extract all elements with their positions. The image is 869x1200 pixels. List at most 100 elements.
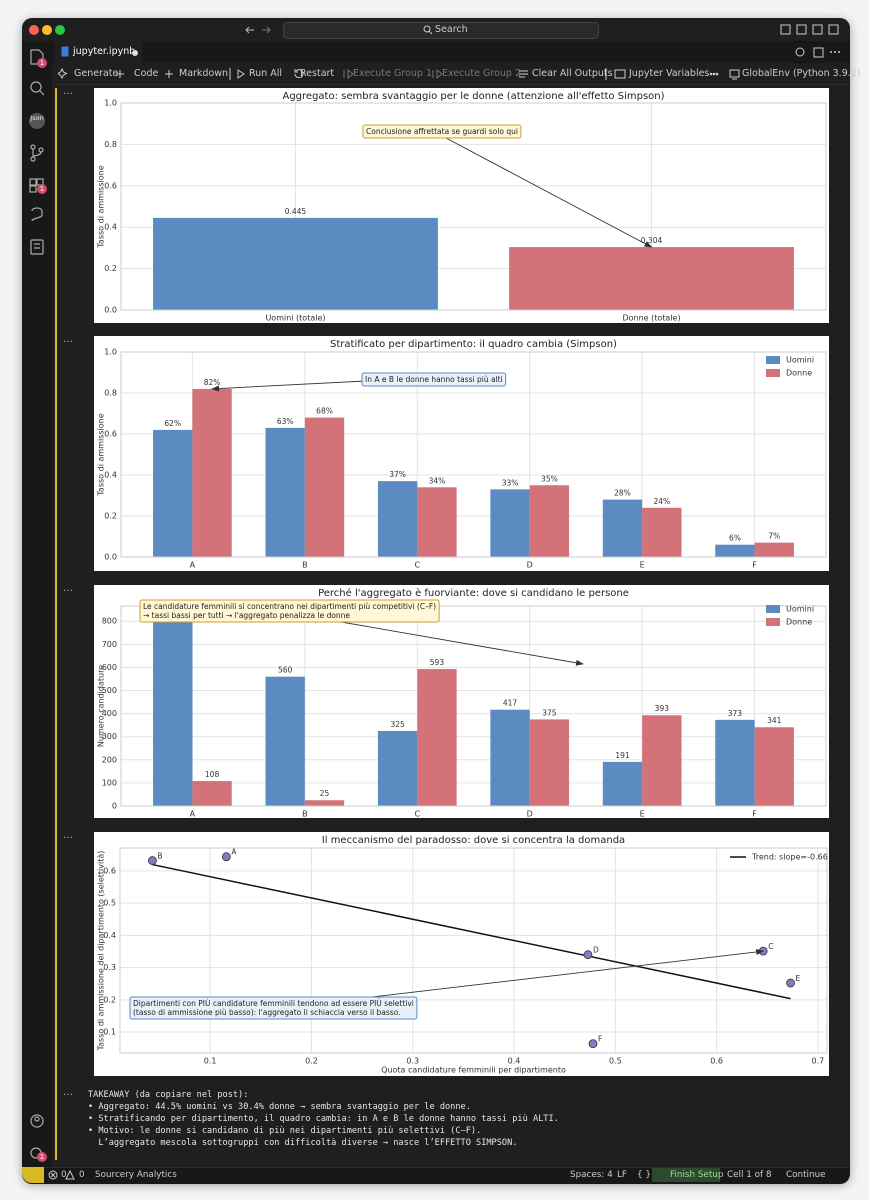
cell-marker[interactable]: … bbox=[63, 583, 73, 594]
value-label: 33% bbox=[502, 478, 519, 487]
status-item[interactable]: Finish Setup bbox=[670, 1170, 724, 1180]
point-label: E bbox=[796, 974, 801, 983]
point-label: C bbox=[768, 942, 773, 951]
layout-controls[interactable] bbox=[780, 24, 842, 36]
chart: 0.0 0.2 0.4 0.6 0.8 1.0 A B C D E F 62% 63% 37% 33% 28% 6… bbox=[94, 336, 829, 571]
bar bbox=[304, 417, 345, 557]
cell-focus-bar bbox=[55, 88, 57, 1160]
trend-line bbox=[152, 863, 791, 1000]
y-tick-label: 600 bbox=[102, 663, 117, 672]
value-label: 0.445 bbox=[285, 207, 307, 216]
bar bbox=[417, 487, 457, 557]
nav-arrows[interactable] bbox=[244, 24, 276, 36]
legend-swatch bbox=[766, 369, 780, 377]
x-tick-label: F bbox=[752, 561, 757, 570]
minimize-button[interactable] bbox=[42, 25, 52, 35]
y-tick-label: 500 bbox=[102, 686, 117, 695]
annotation-box bbox=[362, 124, 522, 139]
toolbar-button[interactable]: Execute Group 2 bbox=[442, 68, 521, 79]
toolbar-button[interactable]: Run All bbox=[249, 68, 283, 79]
annotation-text: Le candidature femminili si concentrano … bbox=[143, 602, 436, 611]
annotation-text: Conclusione affrettata se guardi solo qu… bbox=[366, 127, 518, 136]
point-label: F bbox=[598, 1035, 602, 1044]
toolbar-button[interactable]: Execute Group 1 bbox=[353, 68, 432, 79]
output-line: • Motivo: le donne si candidano di più n… bbox=[88, 1126, 482, 1136]
annotation-text: In A e B le donne hanno tassi più alti bbox=[365, 375, 503, 384]
bar bbox=[153, 615, 193, 806]
scatter-point bbox=[786, 978, 795, 988]
zoom-button[interactable] bbox=[55, 25, 65, 35]
toolbar-button[interactable]: Restart bbox=[300, 68, 335, 79]
value-label: 37% bbox=[389, 470, 406, 479]
value-label: 63% bbox=[277, 417, 294, 426]
annotation-arrow bbox=[211, 380, 366, 392]
status-item[interactable]: { } bbox=[637, 1170, 651, 1180]
y-axis-label: Tasso di ammissione bbox=[97, 165, 106, 248]
bar bbox=[642, 507, 682, 557]
x-tick-label: 0.2 bbox=[305, 1057, 318, 1066]
x-tick-label: Donne (totale) bbox=[622, 314, 680, 323]
problem-icons bbox=[48, 1170, 75, 1180]
y-tick-label: 400 bbox=[102, 709, 117, 718]
toolbar-button[interactable]: Clear All Outputs bbox=[532, 68, 613, 79]
cell-marker[interactable]: … bbox=[63, 86, 73, 97]
bar bbox=[754, 542, 794, 557]
search-box[interactable] bbox=[283, 22, 599, 39]
warning-count[interactable]: 0 bbox=[79, 1170, 85, 1180]
finish-setup-bg bbox=[652, 1168, 720, 1182]
legend-label: Donne bbox=[786, 618, 812, 627]
x-tick-label: D bbox=[527, 561, 533, 570]
cell-marker[interactable]: … bbox=[63, 830, 73, 841]
annotation-text: (tasso di ammissione più basso): l'aggre… bbox=[133, 1008, 401, 1017]
value-label: 28% bbox=[614, 489, 631, 498]
annotation-arrow bbox=[323, 618, 584, 666]
bar bbox=[192, 781, 232, 806]
error-count[interactable]: 0 bbox=[61, 1170, 67, 1180]
x-tick-label: Uomini (totale) bbox=[265, 314, 325, 323]
y-tick-label: 0.2 bbox=[104, 264, 117, 273]
value-label: 375 bbox=[542, 708, 557, 717]
cell-marker[interactable]: … bbox=[63, 1087, 73, 1098]
activity-icons[interactable] bbox=[22, 41, 52, 1167]
legend: Uomini Donne bbox=[766, 605, 814, 627]
x-tick-label: 0.3 bbox=[406, 1057, 419, 1066]
bar bbox=[642, 715, 682, 806]
close-button[interactable] bbox=[29, 25, 39, 35]
plot-area bbox=[121, 606, 826, 806]
editor-actions[interactable] bbox=[795, 46, 841, 58]
x-tick-label: E bbox=[640, 810, 645, 819]
axes-frame bbox=[120, 102, 827, 311]
toolbar-button[interactable]: Generate bbox=[74, 68, 119, 79]
y-tick-label: 300 bbox=[102, 732, 117, 741]
value-label: 0.304 bbox=[641, 236, 663, 245]
output-line: • Stratificando per dipartimento, il qua… bbox=[88, 1114, 559, 1124]
status-item[interactable]: Continue bbox=[786, 1170, 826, 1180]
status-item[interactable]: LF bbox=[617, 1170, 627, 1180]
legend-label: Uomini bbox=[786, 356, 814, 365]
toolbar-button[interactable]: Jupyter Variables bbox=[629, 68, 710, 79]
annotation-arrow bbox=[354, 948, 765, 1000]
remote-indicator[interactable] bbox=[22, 1167, 44, 1183]
bar bbox=[417, 669, 457, 806]
value-label: 393 bbox=[655, 704, 670, 713]
value-label: 25 bbox=[320, 789, 330, 798]
cell-marker[interactable]: … bbox=[63, 334, 73, 345]
x-axis-label: Quota candidature femminili per dipartim… bbox=[381, 1066, 566, 1075]
search-icon bbox=[423, 25, 433, 35]
status-item[interactable]: Cell 1 of 8 bbox=[727, 1170, 772, 1180]
x-tick-label: C bbox=[414, 810, 420, 819]
kernel-picker[interactable]: GlobalEnv (Python 3.9.2) bbox=[742, 68, 861, 79]
x-tick-label: 0.1 bbox=[204, 1057, 217, 1066]
output-line: L’aggregato mescola sottogruppi con diff… bbox=[88, 1138, 518, 1148]
toolbar-button[interactable]: Code bbox=[134, 68, 159, 79]
point-label: A bbox=[231, 848, 237, 857]
y-tick-label: 0.3 bbox=[103, 963, 116, 972]
y-tick-label: 0.2 bbox=[103, 995, 116, 1004]
y-axis-label: Numero candidature bbox=[97, 665, 106, 747]
bar bbox=[715, 719, 755, 806]
y-tick-label: 0.0 bbox=[104, 306, 117, 315]
status-item[interactable]: Spaces: 4 bbox=[570, 1170, 613, 1180]
status-item[interactable]: Sourcery Analytics bbox=[95, 1170, 177, 1180]
y-tick-label: 0 bbox=[112, 802, 117, 811]
toolbar-button[interactable]: Markdown bbox=[179, 68, 229, 79]
